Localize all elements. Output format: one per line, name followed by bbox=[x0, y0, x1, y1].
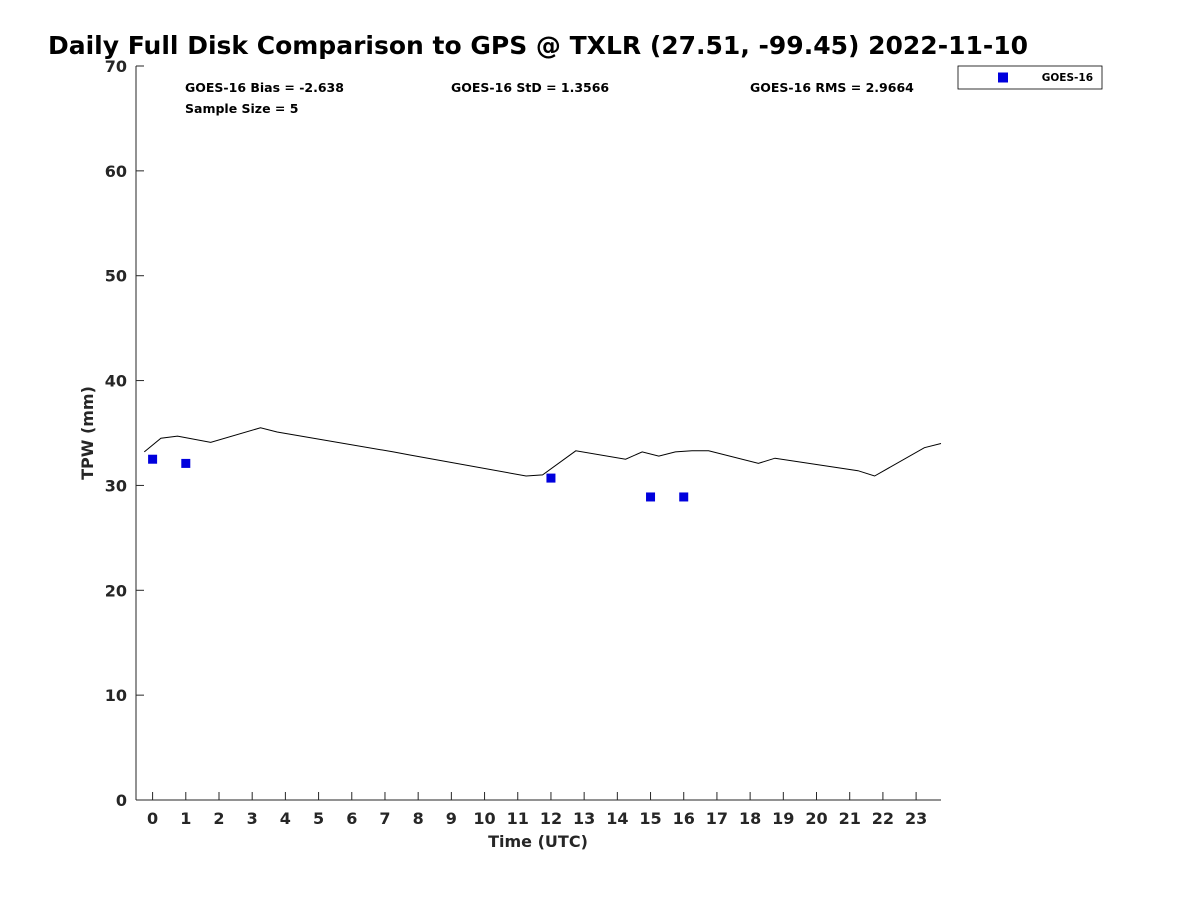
y-tick-label: 60 bbox=[105, 162, 127, 181]
x-tick-label: 23 bbox=[905, 809, 927, 828]
legend-box bbox=[957, 65, 1103, 90]
gps-tpw-line bbox=[143, 427, 942, 477]
data-point-goes-16 bbox=[679, 492, 689, 502]
x-tick-label: 14 bbox=[606, 809, 628, 828]
stat-bias: GOES-16 Bias = -2.638 bbox=[185, 80, 344, 95]
chart-title: Daily Full Disk Comparison to GPS @ TXLR… bbox=[48, 31, 1028, 60]
x-tick-label: 18 bbox=[739, 809, 761, 828]
stat-rms: GOES-16 RMS = 2.9664 bbox=[750, 80, 914, 95]
y-tick-label: 70 bbox=[105, 57, 127, 76]
x-tick-label: 21 bbox=[839, 809, 861, 828]
legend: GOES-16 bbox=[957, 65, 1103, 90]
x-axis-label: Time (UTC) bbox=[488, 832, 588, 851]
x-tick-label: 12 bbox=[540, 809, 562, 828]
x-tick-label: 13 bbox=[573, 809, 595, 828]
x-tick-label: 15 bbox=[639, 809, 661, 828]
x-tick-label: 2 bbox=[213, 809, 224, 828]
y-tick-label: 30 bbox=[105, 476, 127, 495]
x-tick-label: 20 bbox=[805, 809, 827, 828]
legend-label-goes-16: GOES-16 bbox=[1042, 72, 1093, 84]
x-tick-label: 7 bbox=[379, 809, 390, 828]
x-tick-label: 4 bbox=[280, 809, 291, 828]
legend-marker-goes-16 bbox=[998, 72, 1008, 83]
data-point-goes-16 bbox=[148, 454, 158, 464]
x-tick-label: 17 bbox=[706, 809, 728, 828]
y-tick-label: 20 bbox=[105, 581, 127, 600]
stat-std: GOES-16 StD = 1.3566 bbox=[451, 80, 609, 95]
x-tick-label: 1 bbox=[180, 809, 191, 828]
x-tick-label: 8 bbox=[413, 809, 424, 828]
x-tick-label: 11 bbox=[507, 809, 529, 828]
data-point-goes-16 bbox=[646, 492, 656, 502]
x-tick-label: 22 bbox=[872, 809, 894, 828]
x-tick-label: 16 bbox=[673, 809, 695, 828]
data-point-goes-16 bbox=[546, 473, 556, 483]
y-tick-label: 10 bbox=[105, 686, 127, 705]
x-tick-label: 10 bbox=[473, 809, 495, 828]
y-tick-label: 40 bbox=[105, 372, 127, 391]
stat-sample-size: Sample Size = 5 bbox=[185, 101, 298, 116]
x-tick-label: 9 bbox=[446, 809, 457, 828]
y-tick-label: 50 bbox=[105, 267, 127, 286]
x-tick-label: 3 bbox=[247, 809, 258, 828]
x-tick-label: 6 bbox=[346, 809, 357, 828]
y-tick-label: 0 bbox=[116, 791, 127, 810]
data-point-goes-16 bbox=[181, 458, 191, 468]
x-tick-label: 19 bbox=[772, 809, 794, 828]
y-axis-label: TPW (mm) bbox=[78, 386, 97, 480]
x-tick-label: 0 bbox=[147, 809, 158, 828]
x-tick-label: 5 bbox=[313, 809, 324, 828]
